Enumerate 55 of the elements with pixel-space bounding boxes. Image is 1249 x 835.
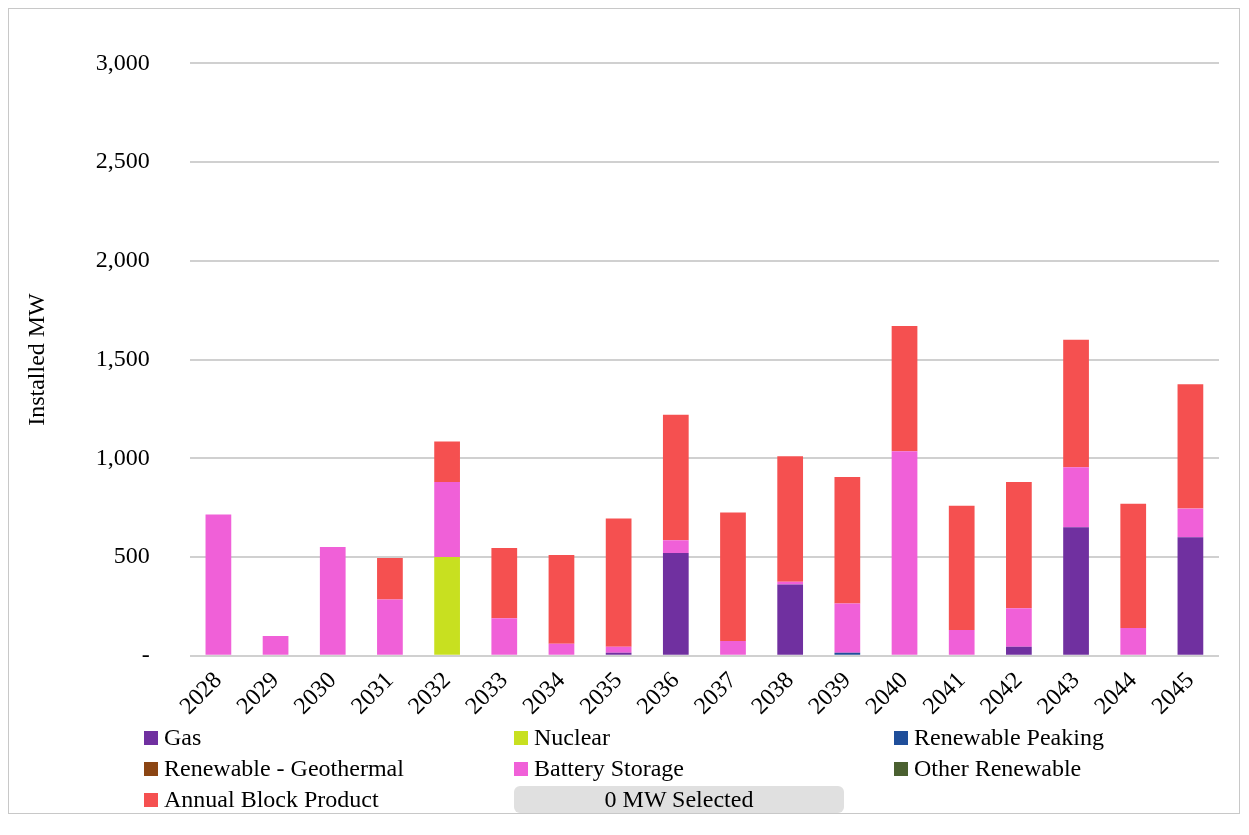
y-tick-label: 2,000 [95, 246, 150, 273]
bar [377, 599, 403, 655]
y-tick-label: - [141, 640, 150, 667]
bar [948, 505, 975, 631]
y-tick-label: 500 [113, 542, 150, 569]
legend-label: Other Renewable [914, 755, 1082, 782]
bar [491, 548, 518, 619]
legend-label: Nuclear [534, 724, 610, 751]
bar [834, 603, 861, 653]
bar [720, 640, 746, 655]
bar [1006, 646, 1032, 655]
bar [262, 635, 289, 655]
bar [662, 540, 689, 554]
bar [662, 553, 689, 655]
legend-label: Renewable Peaking [914, 724, 1104, 751]
bar [834, 477, 861, 604]
bar [434, 481, 460, 557]
bar [491, 618, 518, 655]
bar [1120, 503, 1147, 629]
bar [1006, 481, 1032, 609]
y-axis-title: Installed MW [22, 292, 49, 426]
bar [1006, 608, 1032, 647]
bar [319, 547, 346, 655]
y-tick-label: 1,000 [95, 443, 150, 470]
bar [948, 630, 975, 655]
bar [1120, 628, 1147, 655]
legend-label: Renewable - Geothermal [164, 755, 404, 782]
bar [662, 414, 689, 541]
bar [1063, 467, 1089, 528]
y-tick-label: 3,000 [95, 48, 150, 75]
bar [1177, 537, 1204, 655]
bar [605, 518, 632, 647]
bar [434, 441, 460, 482]
bar [205, 514, 232, 655]
text: 0 MW Selected [514, 786, 844, 813]
bar [891, 325, 918, 452]
bar [1177, 384, 1204, 509]
bar [777, 584, 804, 655]
legend-label: Annual Block Product [164, 786, 379, 813]
legend-label: Battery Storage [534, 755, 684, 782]
bar [1063, 339, 1089, 468]
bar [1177, 508, 1204, 538]
bar [548, 643, 575, 655]
bar [434, 556, 460, 655]
bar [720, 512, 746, 641]
bar [1063, 527, 1089, 655]
bar [891, 451, 918, 655]
bar [548, 555, 575, 644]
y-tick-label: 2,500 [95, 147, 150, 174]
y-tick-label: 1,500 [95, 344, 150, 371]
bar [377, 557, 403, 600]
bar [777, 456, 804, 582]
bar [777, 581, 804, 585]
legend-label: Gas [164, 724, 202, 751]
bar [605, 646, 632, 653]
